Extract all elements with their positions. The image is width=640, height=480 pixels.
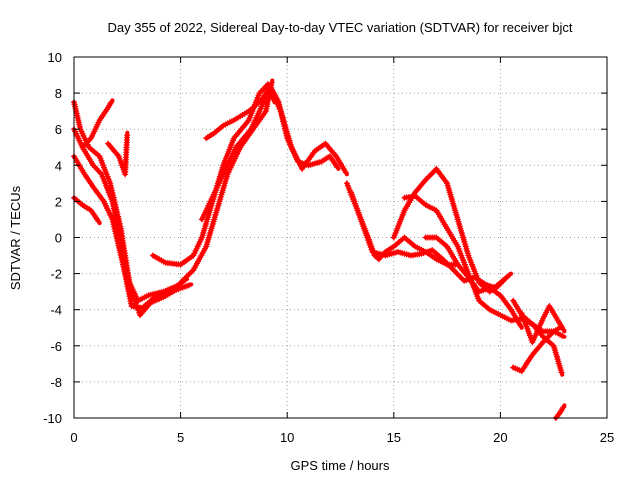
x-axis: 0 5 10 15 20 25 [70, 57, 614, 445]
series-point-markers [422, 234, 524, 329]
series-10 [198, 90, 349, 223]
x-tick-label: 15 [387, 430, 401, 445]
series-4 [71, 194, 102, 226]
series-point-markers [518, 303, 567, 346]
series-point-markers [510, 297, 565, 376]
series-line [199, 91, 349, 222]
series-19 [552, 403, 567, 421]
y-tick-label: 6 [55, 122, 62, 137]
series-point-markers [348, 189, 509, 291]
y-tick-label: 0 [55, 231, 62, 246]
series-point-markers [390, 165, 513, 295]
y-tick-label: 8 [55, 86, 62, 101]
x-tick-label: 5 [177, 430, 184, 445]
series-5 [79, 98, 115, 151]
x-tick-label: 0 [70, 430, 77, 445]
series-14 [401, 193, 567, 339]
series-line [391, 166, 514, 294]
series-point-markers [510, 326, 561, 375]
series-line [402, 194, 567, 339]
y-tick-label: 4 [55, 158, 62, 173]
y-tick-label: -10 [43, 411, 62, 426]
y-tick-label: 10 [48, 50, 62, 65]
y-tick-label: -6 [50, 339, 62, 354]
y-tick-label: -4 [50, 303, 62, 318]
x-tick-label: 25 [600, 430, 614, 445]
y-tick-label: -8 [50, 375, 62, 390]
x-axis-label: GPS time / hours [291, 458, 390, 473]
series-point-markers [71, 126, 193, 319]
series-point-markers [71, 194, 102, 225]
series-13 [390, 165, 514, 295]
grid [74, 57, 607, 418]
x-tick-label: 10 [280, 430, 294, 445]
series-15 [422, 234, 524, 330]
series-16 [510, 297, 565, 377]
y-tick-label: 2 [55, 194, 62, 209]
series-7 [149, 81, 277, 268]
data-series [71, 78, 567, 421]
chart-title: Day 355 of 2022, Sidereal Day-to-day VTE… [107, 20, 572, 35]
series-point-markers [79, 99, 115, 151]
x-tick-label: 20 [493, 430, 507, 445]
series-2 [71, 126, 194, 319]
series-6 [105, 130, 131, 178]
series-point-markers [149, 81, 277, 268]
y-tick-label: -2 [50, 267, 62, 282]
series-point-markers [401, 193, 566, 339]
series-point-markers [105, 132, 131, 178]
series-point-markers [198, 90, 349, 223]
y-axis: -10 -8 -6 -4 -2 0 2 4 6 8 10 [43, 50, 607, 426]
series-17 [510, 325, 563, 375]
series-line [150, 82, 277, 267]
y-axis-label: SDTVAR / TECUs [8, 185, 23, 290]
series-18 [518, 303, 567, 346]
